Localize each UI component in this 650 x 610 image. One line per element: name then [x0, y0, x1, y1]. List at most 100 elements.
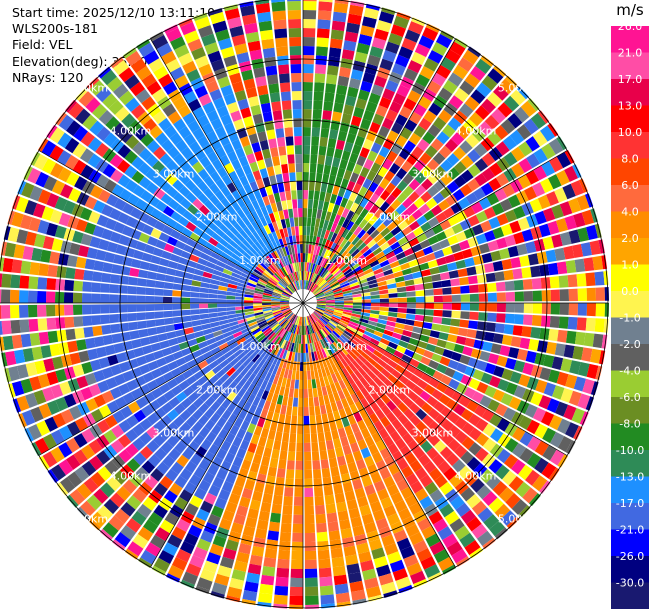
ray-gate: [369, 243, 380, 252]
ray-gate: [540, 277, 551, 289]
ray-gate: [480, 55, 494, 67]
ray-gate: [418, 96, 432, 110]
ray-gate: [318, 0, 333, 3]
ray-gate: [442, 303, 452, 310]
ray-gate: [469, 66, 486, 81]
ray-gate: [594, 271, 605, 286]
ray-gate: [315, 276, 322, 285]
ray-gate: [451, 303, 461, 311]
ray-gate: [400, 209, 412, 220]
ray-gate: [342, 290, 352, 295]
ray-gate: [376, 223, 387, 233]
ray-gate: [429, 266, 440, 275]
ray-gate: [516, 124, 532, 140]
ray-gate: [368, 181, 379, 193]
ray-gate: [308, 244, 312, 254]
ray-gate: [330, 253, 338, 263]
ray-gate: [459, 354, 471, 365]
ray-gate: [312, 264, 318, 273]
ray-gate: [521, 202, 534, 216]
ray-gate: [426, 158, 440, 172]
ray-gate: [369, 204, 380, 215]
ray-gate: [343, 141, 354, 153]
ray-gate: [464, 257, 475, 268]
ray-gate: [423, 58, 439, 72]
ray-gate: [463, 227, 476, 239]
ray-gate: [313, 245, 318, 255]
ray-gate: [535, 379, 548, 394]
ray-gate: [509, 371, 522, 384]
ray-gate: [334, 308, 344, 312]
ray-gate: [572, 244, 584, 258]
ray-gate: [359, 147, 370, 159]
ray-gate: [549, 276, 560, 289]
ray-gate: [352, 60, 366, 72]
ray-gate: [360, 232, 370, 242]
ray-gate: [325, 307, 335, 312]
ray-gate: [404, 29, 421, 43]
ray-gate: [427, 235, 439, 246]
ray-gate: [323, 101, 334, 112]
ray-gate: [389, 162, 401, 175]
ray-gate: [352, 299, 362, 303]
ray-gate: [458, 239, 470, 251]
ray-gate: [514, 314, 524, 325]
ray-gate: [320, 281, 328, 289]
ray-gate: [316, 299, 326, 302]
ray-gate: [447, 334, 458, 343]
ray-gate: [469, 311, 479, 321]
ray-gate: [314, 82, 325, 92]
ray-gate: [422, 322, 433, 330]
ray-gate: [330, 166, 339, 177]
ray-gate: [408, 237, 420, 247]
ray-gate: [303, 99, 313, 110]
ray-gate: [389, 260, 400, 269]
colorbar-tick-label: 6.0: [621, 179, 639, 192]
ray-gate: [488, 216, 501, 229]
ray-gate: [370, 291, 380, 296]
ray-gate: [354, 239, 364, 249]
ray-gate: [503, 324, 514, 335]
ray-gate: [525, 350, 537, 364]
ray-gate: [494, 188, 508, 202]
ray-gate: [514, 291, 524, 302]
ray-gate: [303, 55, 315, 65]
ray-gate: [594, 318, 605, 333]
ray-gate: [340, 178, 349, 189]
ray-gate: [492, 260, 504, 272]
ray-gate: [460, 303, 470, 311]
ray-gate: [339, 122, 350, 133]
ray-gate: [408, 166, 420, 179]
ray-gate: [469, 284, 479, 293]
ray-gate: [507, 194, 521, 208]
ray-gate: [516, 243, 528, 256]
ray-gate: [373, 174, 384, 185]
ray-gate: [552, 385, 565, 400]
ray-gate: [478, 243, 490, 254]
ray-gate: [334, 224, 342, 235]
ray-gate: [303, 46, 315, 56]
ray-gate: [303, 136, 311, 146]
ray-gate: [303, 72, 314, 83]
ray-gate: [338, 226, 346, 236]
ray-gate: [318, 246, 324, 257]
ray-gate: [527, 98, 540, 112]
ray-gate: [376, 276, 386, 283]
ray-gate: [312, 109, 322, 119]
ray-gate: [312, 273, 318, 283]
ray-gate: [337, 248, 346, 257]
ray-gate: [467, 178, 480, 192]
ray-gate: [308, 282, 314, 291]
ray-gate: [325, 299, 335, 302]
ray-gate: [445, 194, 458, 207]
ray-gate: [564, 215, 577, 230]
ray-gate: [333, 312, 342, 318]
ray-gate: [422, 275, 433, 283]
ray-gate: [559, 303, 569, 315]
ray-gate: [466, 329, 477, 339]
ray-gate: [305, 280, 309, 290]
ray-gate: [303, 208, 308, 218]
ray-gate: [315, 246, 321, 256]
ray-gate: [332, 288, 342, 293]
ray-gate: [320, 282, 329, 290]
